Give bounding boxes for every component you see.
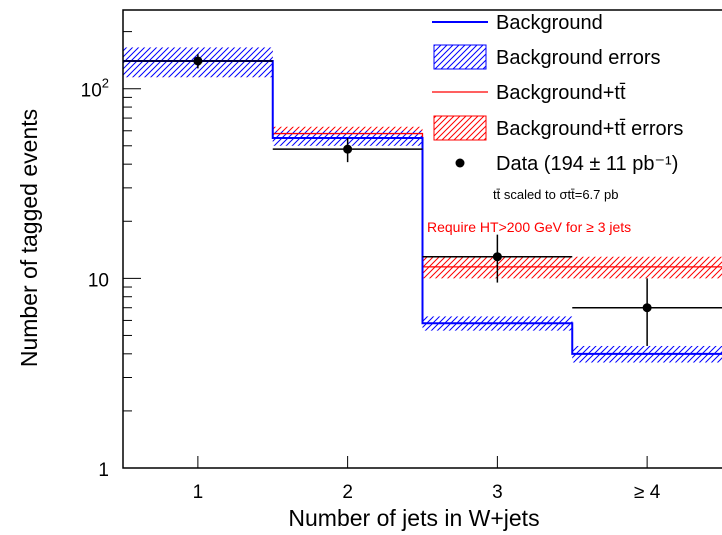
- background-histogram-line: [123, 59, 722, 355]
- y-tick-label: 1: [98, 460, 109, 481]
- annotation-ht-cut: Require HT>200 GeV for ≥ 3 jets: [427, 219, 631, 235]
- legend-label-bkg: Background: [496, 12, 603, 34]
- x-tick-label: 2: [342, 482, 353, 503]
- legend-key-signal-errors: [433, 115, 487, 141]
- legend-label-data: Data (194 ± 11 pb⁻¹): [496, 153, 678, 175]
- legend-label-sig_err: Background+tt̄ errors: [496, 118, 683, 140]
- y-tick-label: 102: [81, 76, 109, 102]
- legend: Background Background errors Background+tt…: [427, 12, 683, 235]
- data-point: [343, 144, 353, 154]
- data-point: [193, 56, 203, 66]
- data-point: [492, 252, 502, 262]
- axes: 1 10 102 1 2 3 ≥ 4: [81, 9, 722, 503]
- plot-frame: [122, 9, 722, 469]
- x-tick-label: 3: [492, 482, 503, 503]
- legend-label-bkg_err: Background errors: [496, 47, 661, 69]
- y-tick-label: 10: [88, 270, 109, 291]
- legend-label-sig: Background+tt̄: [496, 82, 626, 104]
- plot-area: [123, 47, 722, 363]
- y-axis-title: Number of tagged events: [16, 109, 42, 367]
- legend-key-data: [455, 158, 465, 168]
- x-axis-title: Number of jets in W+jets: [288, 505, 539, 531]
- data-point: [642, 303, 652, 313]
- signal-error-band: [572, 256, 722, 279]
- x-tick-label: ≥ 4: [634, 482, 661, 503]
- y-tick-exponent: 2: [102, 76, 109, 91]
- x-tick-label: 1: [193, 482, 204, 503]
- annotation-scaled-note: tt̄ scaled to σtt̄=6.7 pb: [493, 187, 618, 202]
- legend-key-background-errors: [433, 44, 487, 70]
- y-axis-label: Number of tagged events: [16, 109, 42, 367]
